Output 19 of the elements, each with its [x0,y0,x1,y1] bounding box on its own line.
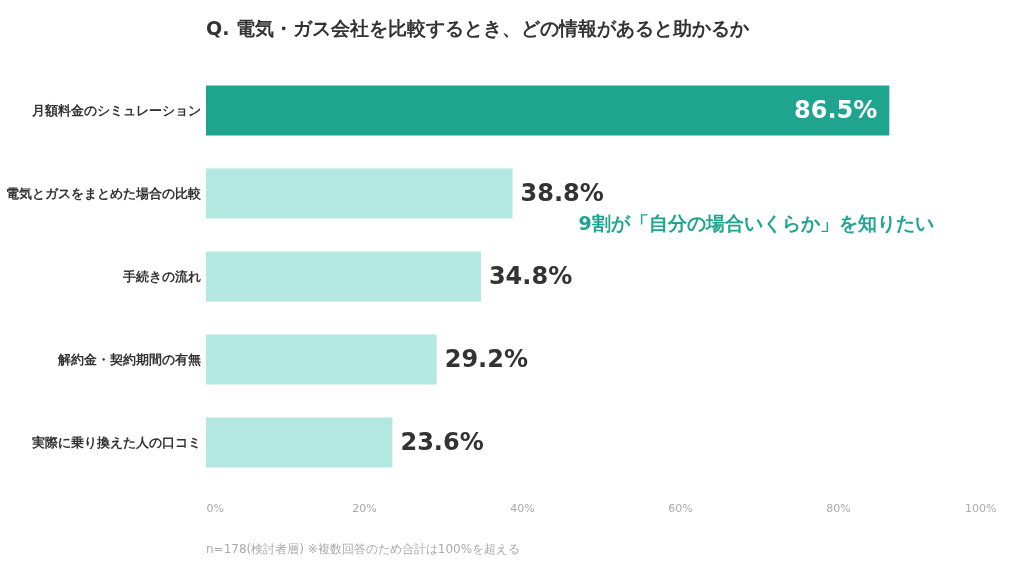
text: n=178(検討者層) ※複数回答のため合計は100%を超える [206,542,521,556]
x-tick-label: 40% [510,501,535,515]
annotation: 9割が「自分の場合いくらか」を知りたい [578,212,934,234]
data-label: 29.2% [444,344,528,373]
chart-title: Q. 電気・ガス会社を比較するとき、どの情報があると助かるか [206,17,750,39]
y-tick-label: 手続きの流れ [121,268,201,284]
x-tick-label: 80% [826,501,851,515]
data-label: 38.8% [520,178,604,207]
data-label: 86.5% [794,95,878,124]
x-tick-label: 0% [206,501,224,515]
y-tick-label: 解約金・契約期間の有無 [56,351,201,367]
data-label: 34.8% [488,261,573,290]
y-tick-label: 実際に乗り換えた人の口コミ [30,434,201,450]
x-tick-label: 60% [668,501,693,515]
x-tick-label: 20% [352,501,377,515]
y-tick-label: 電気とガスをまとめた場合の比較 [5,185,202,201]
x-tick-label: 100% [965,501,997,515]
data-label: 23.6% [400,427,484,456]
y-tick-label: 月額料金のシミュレーション [30,102,201,118]
